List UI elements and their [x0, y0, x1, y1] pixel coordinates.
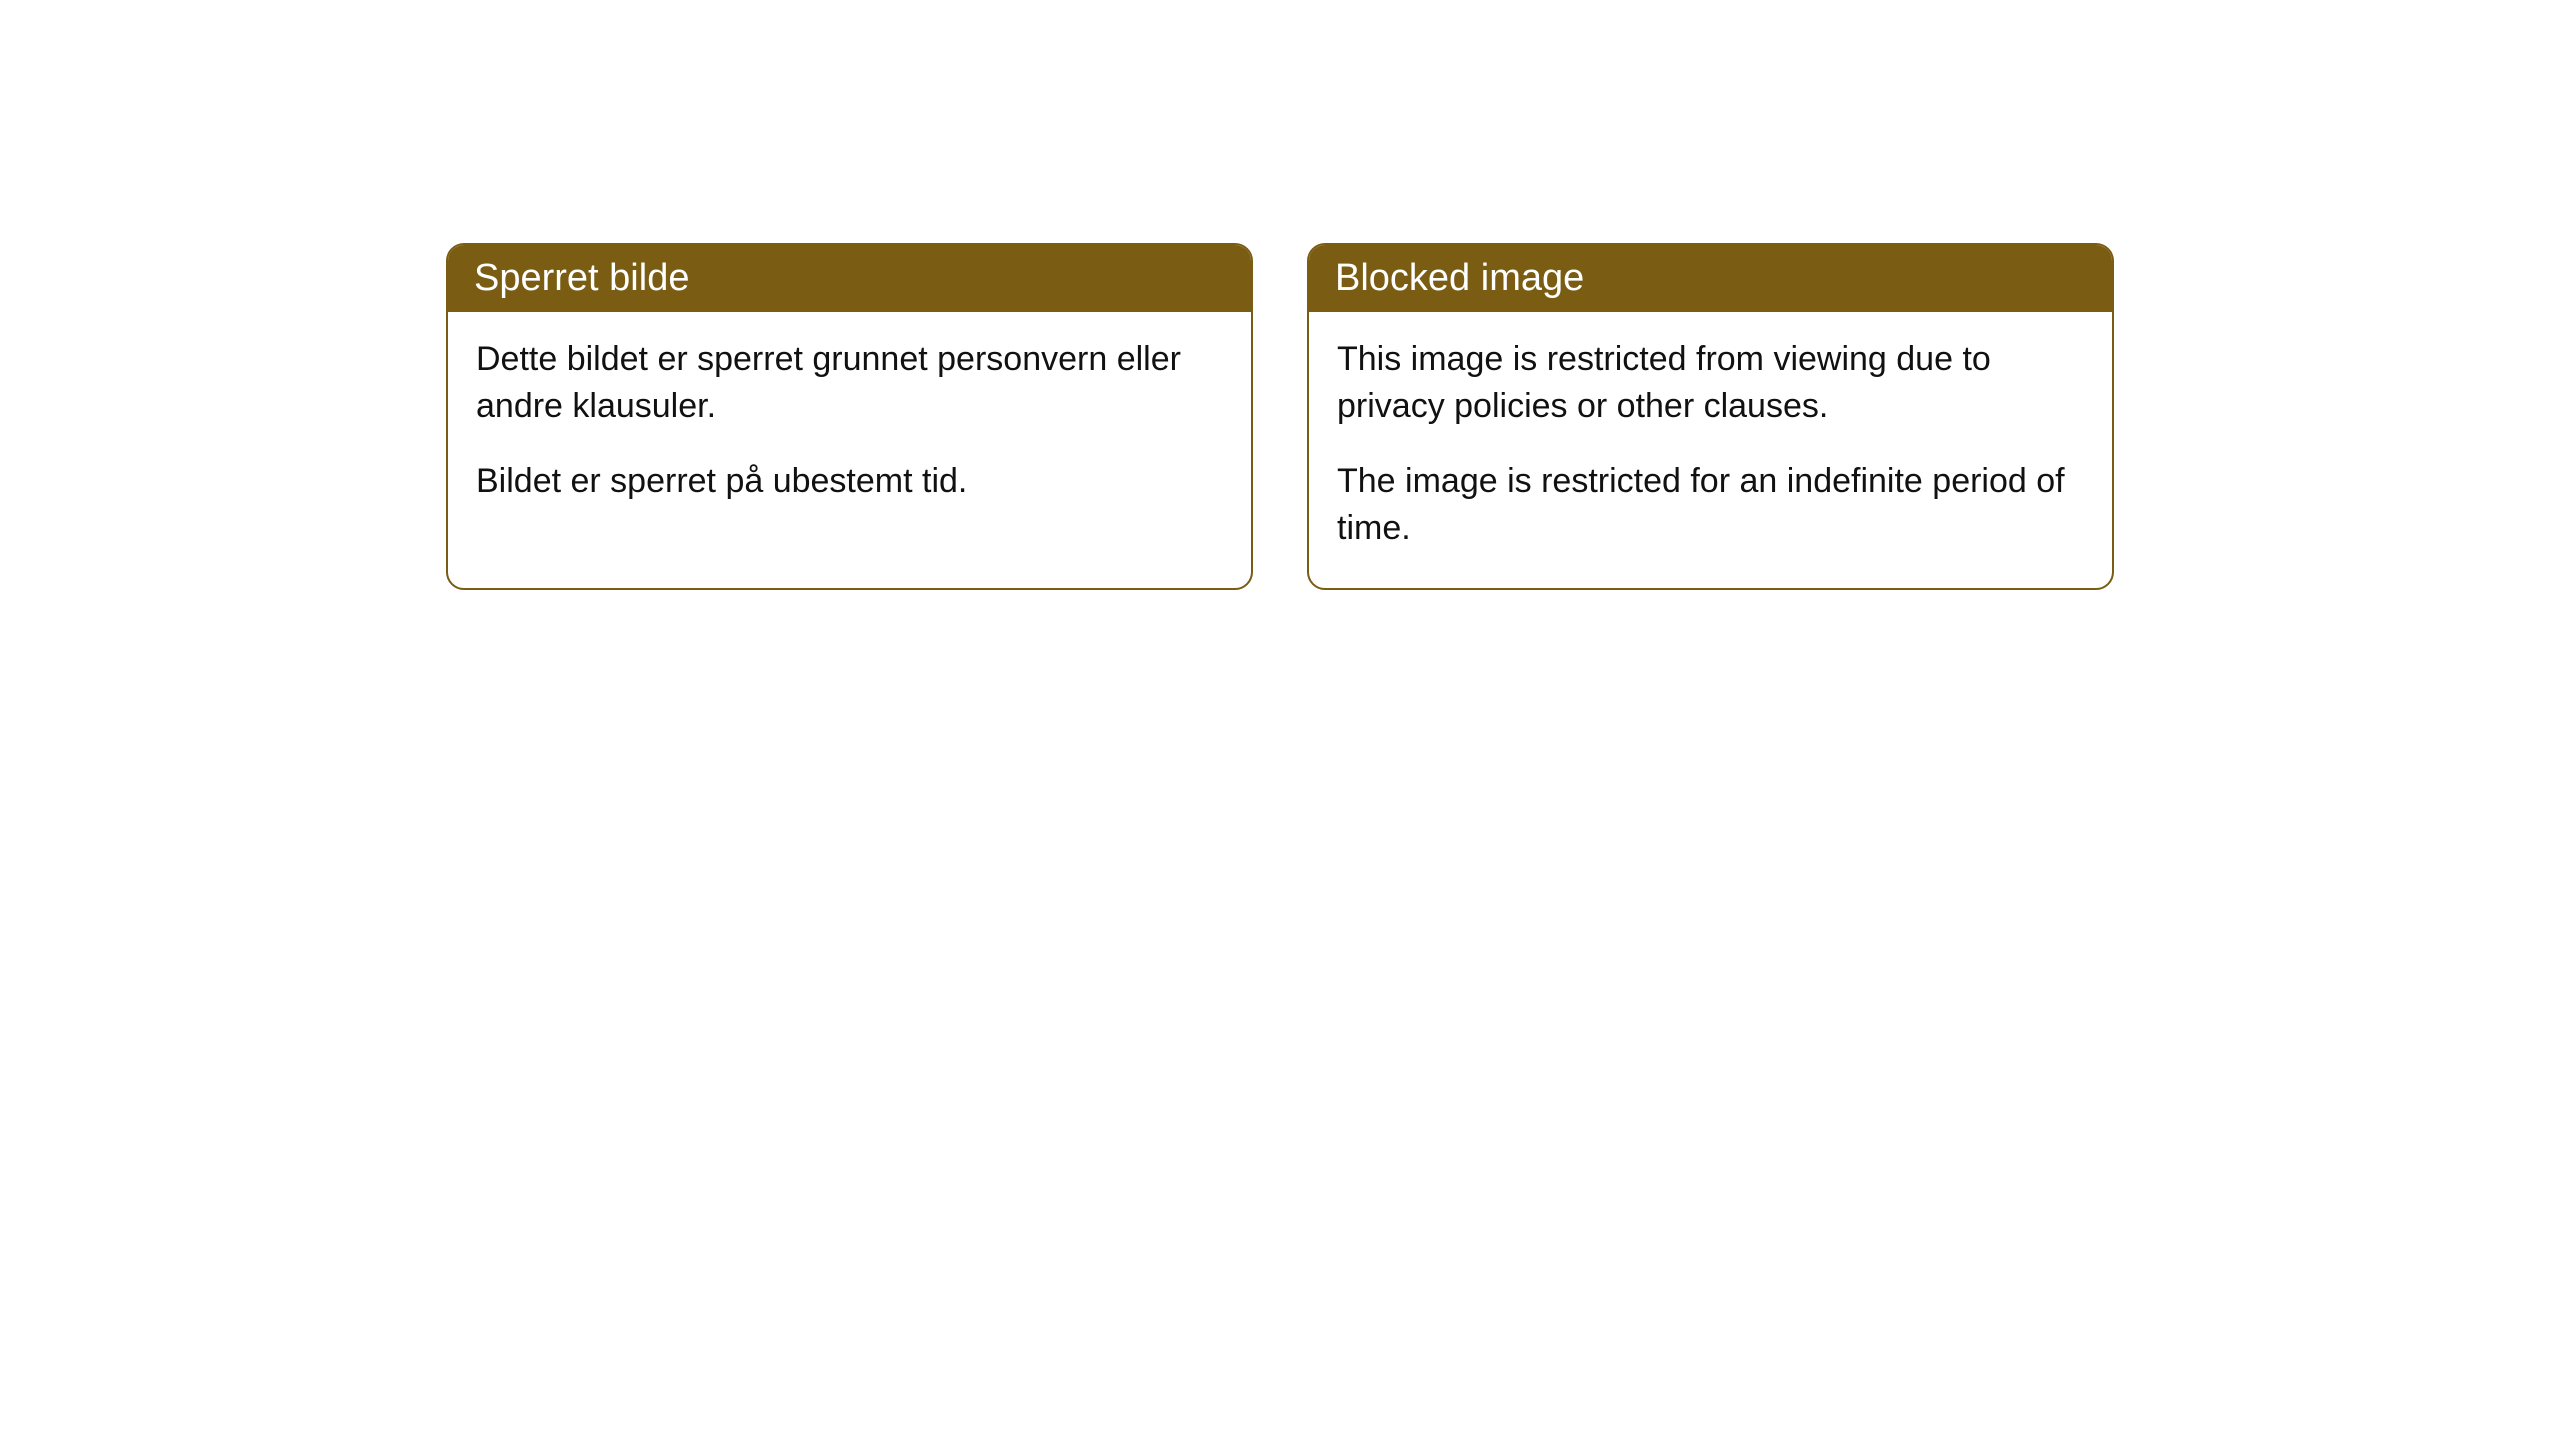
notice-line2-norwegian: Bildet er sperret på ubestemt tid. [476, 458, 1223, 505]
notice-line2-english: The image is restricted for an indefinit… [1337, 458, 2084, 552]
notice-body-english: This image is restricted from viewing du… [1309, 312, 2112, 588]
notice-line1-english: This image is restricted from viewing du… [1337, 336, 2084, 430]
notice-line1-norwegian: Dette bildet er sperret grunnet personve… [476, 336, 1223, 430]
notice-container: Sperret bilde Dette bildet er sperret gr… [446, 243, 2114, 590]
notice-box-norwegian: Sperret bilde Dette bildet er sperret gr… [446, 243, 1253, 590]
notice-box-english: Blocked image This image is restricted f… [1307, 243, 2114, 590]
notice-header-norwegian: Sperret bilde [448, 245, 1251, 312]
notice-header-english: Blocked image [1309, 245, 2112, 312]
notice-body-norwegian: Dette bildet er sperret grunnet personve… [448, 312, 1251, 541]
